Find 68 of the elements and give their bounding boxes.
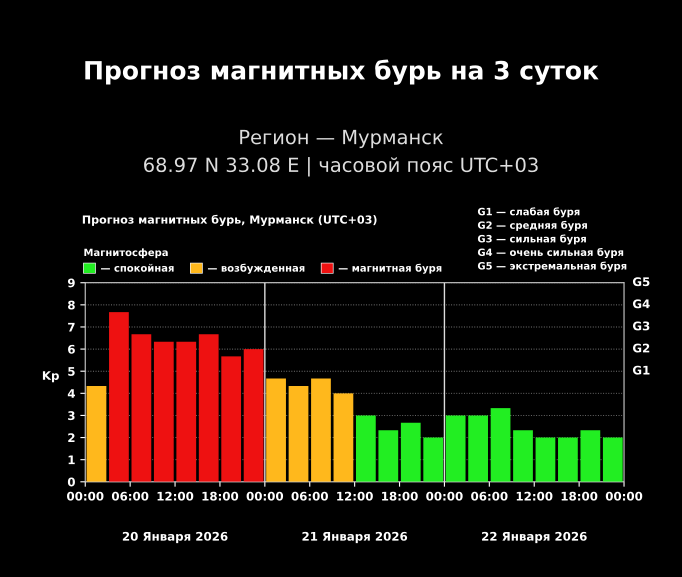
text: G1 — слабая буря	[478, 207, 580, 218]
y-tick-label: 6	[68, 344, 75, 354]
x-tick-label: 12:00	[516, 492, 552, 501]
bar	[378, 430, 398, 482]
legend-label: — спокойная	[101, 264, 174, 272]
bar	[86, 386, 106, 482]
bar	[221, 356, 242, 482]
x-tick-label: 12:00	[158, 492, 194, 501]
text: G5	[632, 277, 650, 286]
y-tick-label: 0	[68, 478, 75, 486]
chart-subtitle: Регион — Мурманск 68.97 N 33.08 E | часовой пояс UTC+03	[144, 130, 538, 176]
x-tick-label: 06:00	[112, 492, 148, 501]
bar	[423, 438, 444, 482]
text: G3 — сильная буря	[478, 234, 586, 244]
bar	[400, 422, 421, 482]
bar	[266, 378, 286, 482]
bar	[536, 438, 556, 482]
text: 22 Января 2026	[482, 532, 587, 544]
bar	[176, 342, 196, 482]
x-tick-label: 00:00	[426, 492, 463, 501]
bar	[558, 438, 578, 482]
legend-title: Магнитосфера	[84, 248, 168, 258]
x-tick-label: 12:00	[337, 492, 373, 501]
bar	[131, 334, 152, 482]
text: Прогноз магнитных бурь, Мурманск (UTC+03)	[82, 214, 377, 226]
bar	[198, 334, 219, 482]
bar	[490, 408, 510, 482]
y-tick-label: 3	[68, 411, 75, 420]
bar	[602, 438, 623, 482]
x-tick-label: 06:00	[292, 492, 328, 501]
y-tick-label: 5	[68, 367, 75, 376]
chart-title: Прогноз магнитных бурь на 3 суток	[85, 60, 599, 85]
legend-label: — магнитная буря	[338, 264, 442, 274]
text: G4	[632, 299, 650, 308]
x-tick-label: 06:00	[471, 492, 508, 501]
bar	[356, 415, 376, 482]
text: 20 Января 2026	[122, 532, 228, 544]
y-tick-label: 8	[68, 300, 75, 310]
x-tick-label: 18:00	[382, 492, 418, 501]
x-tick-label: 18:00	[202, 492, 238, 501]
bar	[109, 312, 129, 482]
bar	[468, 415, 488, 482]
x-tick-label: 00:00	[606, 492, 642, 501]
y-axis-title: Kp	[42, 371, 59, 382]
text: G1	[632, 366, 650, 375]
bar	[244, 349, 264, 482]
text: G2	[632, 344, 650, 353]
x-tick-label: 00:00	[67, 492, 104, 501]
text: G5 — экстремальная буря	[478, 262, 626, 272]
bar	[288, 386, 308, 482]
bar	[580, 430, 600, 482]
bar	[311, 378, 331, 482]
y-tick-label: 2	[68, 433, 74, 442]
y-tick-label: 7	[68, 322, 75, 332]
legend-label: — возбужденная	[208, 264, 304, 274]
text: G4 — очень сильная буря	[478, 248, 624, 258]
bar	[154, 342, 174, 482]
x-tick-label: 00:00	[246, 492, 284, 501]
text: G3	[632, 321, 650, 330]
y-tick-label: 1	[68, 456, 75, 464]
x-tick-label: 18:00	[562, 492, 598, 501]
y-tick-label: 9	[68, 278, 75, 288]
text: 21 Января 2026	[302, 532, 408, 544]
bar	[446, 415, 466, 482]
y-tick-label: 4	[68, 389, 75, 398]
bar	[334, 393, 354, 482]
bar	[513, 430, 533, 482]
text: G2 — средняя буря	[478, 220, 587, 231]
